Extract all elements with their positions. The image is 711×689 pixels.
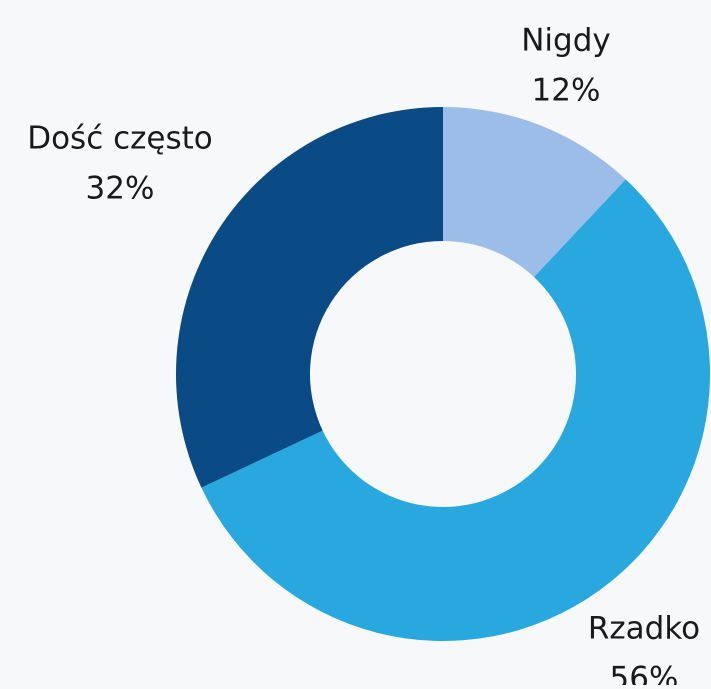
slice-label: Rzadko [588,611,700,647]
slice-value: 12% [532,73,601,109]
slice-value: 56% [610,661,679,686]
slice-label: Dość często [27,121,213,157]
slice [201,179,710,642]
slice-label: Nigdy [521,23,611,59]
slice [443,107,626,278]
slice-value: 32% [86,171,155,207]
slice [175,107,443,488]
